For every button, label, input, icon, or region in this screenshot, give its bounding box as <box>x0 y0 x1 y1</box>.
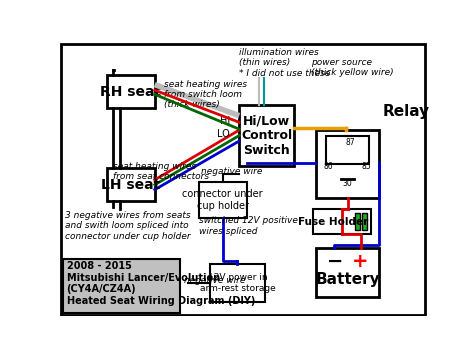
FancyBboxPatch shape <box>61 44 425 315</box>
Text: switched 12V positive
wires spliced: switched 12V positive wires spliced <box>199 216 298 236</box>
Text: seat heating wires
from seat connectors: seat heating wires from seat connectors <box>112 162 209 181</box>
Text: 87: 87 <box>346 138 356 147</box>
Text: illumination wires
(thin wires)
* I did not use these: illumination wires (thin wires) * I did … <box>239 48 330 78</box>
Text: connector under
cup holder: connector under cup holder <box>182 189 263 211</box>
Text: negative wire: negative wire <box>184 276 246 285</box>
Text: LO: LO <box>217 129 230 139</box>
FancyBboxPatch shape <box>63 258 181 313</box>
Text: +: + <box>352 252 368 271</box>
FancyBboxPatch shape <box>316 130 379 198</box>
Text: 85: 85 <box>361 162 371 170</box>
Text: 86: 86 <box>324 162 334 170</box>
FancyBboxPatch shape <box>326 136 369 164</box>
FancyBboxPatch shape <box>199 182 246 218</box>
FancyBboxPatch shape <box>107 75 155 108</box>
Text: −: − <box>327 252 343 271</box>
Text: negative wire: negative wire <box>201 167 262 176</box>
FancyBboxPatch shape <box>316 248 379 297</box>
FancyBboxPatch shape <box>239 105 294 165</box>
Text: 30: 30 <box>343 179 352 188</box>
Text: seat heating wires
from switch loom
(thick wires): seat heating wires from switch loom (thi… <box>164 80 247 109</box>
Text: Hi/Low
Control
Switch: Hi/Low Control Switch <box>241 114 292 157</box>
Text: Fuse Holder: Fuse Holder <box>298 217 368 226</box>
FancyBboxPatch shape <box>107 168 155 201</box>
FancyBboxPatch shape <box>355 213 360 230</box>
Text: power source
(thick yellow wire): power source (thick yellow wire) <box>311 58 393 77</box>
Text: RH seat: RH seat <box>100 85 162 99</box>
Text: LH seat: LH seat <box>101 178 161 192</box>
Text: 3 negative wires from seats
and swith loom spliced into
connector under cup hold: 3 negative wires from seats and swith lo… <box>65 211 191 240</box>
FancyBboxPatch shape <box>362 213 367 230</box>
Text: Relay: Relay <box>383 104 429 119</box>
Text: Battery: Battery <box>315 272 380 287</box>
Text: 12V power in
arm-rest storage: 12V power in arm-rest storage <box>200 273 275 293</box>
FancyBboxPatch shape <box>210 264 265 302</box>
Text: 2008 - 2015
Mitsubishi Lancer/Evolution
(CY4A/CZ4A)
Heated Seat Wiring Diagram (: 2008 - 2015 Mitsubishi Lancer/Evolution … <box>66 261 255 306</box>
Text: HI: HI <box>220 116 230 126</box>
FancyBboxPatch shape <box>313 209 372 234</box>
